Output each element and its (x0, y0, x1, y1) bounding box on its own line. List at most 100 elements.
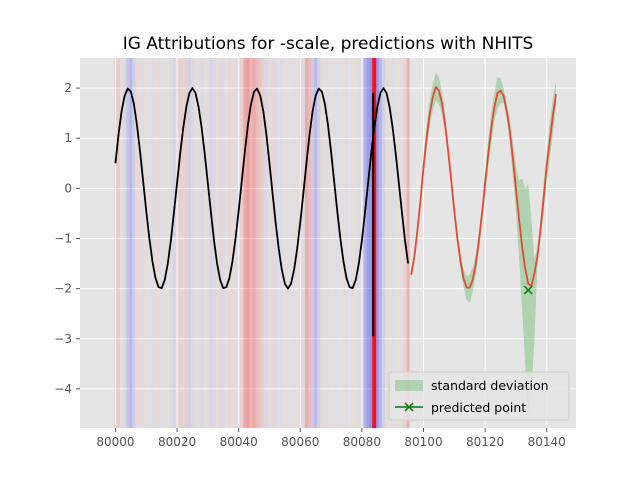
attribution-band (363, 58, 367, 428)
attribution-band (261, 58, 265, 428)
y-tick-label: −2 (54, 282, 72, 296)
attribution-band (163, 58, 166, 428)
attribution-band (348, 58, 351, 428)
y-tick-label: 2 (64, 81, 72, 95)
attribution-band (357, 58, 361, 428)
attribution-band (129, 58, 133, 428)
attribution-band (267, 58, 272, 428)
attribution-band (126, 58, 130, 428)
attribution-band (381, 58, 385, 428)
attribution-band (243, 58, 247, 428)
y-axis-ticks: 2 1 0 −1 −2 −3 −4 (54, 81, 80, 396)
attribution-band (286, 58, 289, 428)
attribution-band (333, 58, 336, 428)
attribution-band (120, 58, 124, 428)
attribution-band (351, 58, 355, 428)
attribution-band (384, 58, 389, 428)
x-tick-label: 80060 (281, 435, 319, 449)
x-tick-label: 80120 (466, 435, 504, 449)
attribution-band (203, 58, 206, 428)
attribution-band (311, 58, 315, 428)
attribution-band (135, 58, 139, 428)
x-tick-label: 80080 (343, 435, 381, 449)
attribution-band (142, 58, 145, 428)
attribution-band (345, 58, 348, 428)
attribution-band (252, 58, 256, 428)
attribution-band (289, 58, 292, 428)
attribution-band (271, 58, 275, 428)
attribution-band (181, 58, 185, 428)
attribution-band (172, 58, 176, 428)
y-tick-label: 1 (64, 131, 72, 145)
attribution-band (132, 58, 136, 428)
attribution-band (154, 58, 157, 428)
legend-marker-x (404, 402, 414, 412)
attribution-band (280, 58, 283, 428)
attribution-band (330, 58, 333, 428)
attribution-band (320, 58, 324, 428)
attribution-band (221, 58, 225, 428)
predicted-point-layer (523, 285, 533, 295)
x-tick-label: 80040 (220, 435, 258, 449)
attribution-band (246, 58, 250, 428)
attribution-band (193, 58, 198, 428)
legend-predicted-label: predicted point (431, 400, 526, 415)
attribution-band (184, 58, 188, 428)
x-tick-label: 80020 (158, 435, 196, 449)
attribution-band (314, 58, 318, 428)
grid (80, 58, 576, 428)
x-tick-label: 80140 (528, 435, 566, 449)
attribution-band (240, 58, 244, 428)
attribution-band (304, 58, 308, 428)
attribution-band (292, 58, 296, 428)
attribution-band (237, 58, 241, 428)
attribution-band (375, 58, 379, 428)
legend-std-label: standard deviation (431, 378, 549, 393)
attribution-band (283, 58, 286, 428)
predicted-point-stroke (523, 285, 533, 295)
attribution-band (406, 58, 410, 428)
attribution-band (178, 58, 182, 428)
chart-title: IG Attributions for -scale, predictions … (123, 34, 534, 54)
attribution-band (123, 58, 127, 428)
attribution-band (160, 58, 163, 428)
attribution-band (354, 58, 357, 428)
attribution-band (264, 58, 268, 428)
attribution-band (336, 58, 339, 428)
input-series-line (114, 87, 409, 290)
y-tick-label: −4 (54, 382, 72, 396)
plot-area (80, 58, 576, 428)
attribution-band (113, 58, 117, 428)
x-axis-ticks: 80000 80020 80040 80060 80080 80100 80120 80140 (96, 428, 566, 449)
legend-std-swatch (395, 380, 423, 391)
legend-predicted-marker (395, 402, 423, 412)
attribution-band (215, 58, 219, 428)
attribution-band (369, 58, 373, 428)
attribution-band (151, 58, 154, 428)
series-lines (114, 86, 557, 337)
legend: standard deviation predicted point (388, 371, 570, 421)
attribution-band (218, 58, 222, 428)
attribution-band (175, 58, 179, 428)
x-tick-label: 80100 (404, 435, 442, 449)
attribution-band (157, 58, 161, 428)
attribution-band (225, 58, 228, 428)
attribution-bands (113, 58, 410, 428)
attribution-band (227, 58, 231, 428)
attribution-band (116, 58, 121, 428)
attribution-band (274, 58, 278, 428)
predicted-point-marker (523, 285, 533, 295)
attribution-band (378, 58, 382, 428)
attribution-band (342, 58, 345, 428)
attribution-band (258, 58, 262, 428)
y-tick-label: 0 (64, 181, 72, 195)
attribution-band (249, 58, 253, 428)
legend-box (388, 371, 570, 421)
attribution-band (166, 58, 169, 428)
attribution-band (366, 58, 370, 428)
attribution-band (145, 58, 148, 428)
attribution-band (230, 58, 235, 428)
y-tick-label: −1 (54, 231, 72, 245)
attribution-band (209, 58, 213, 428)
